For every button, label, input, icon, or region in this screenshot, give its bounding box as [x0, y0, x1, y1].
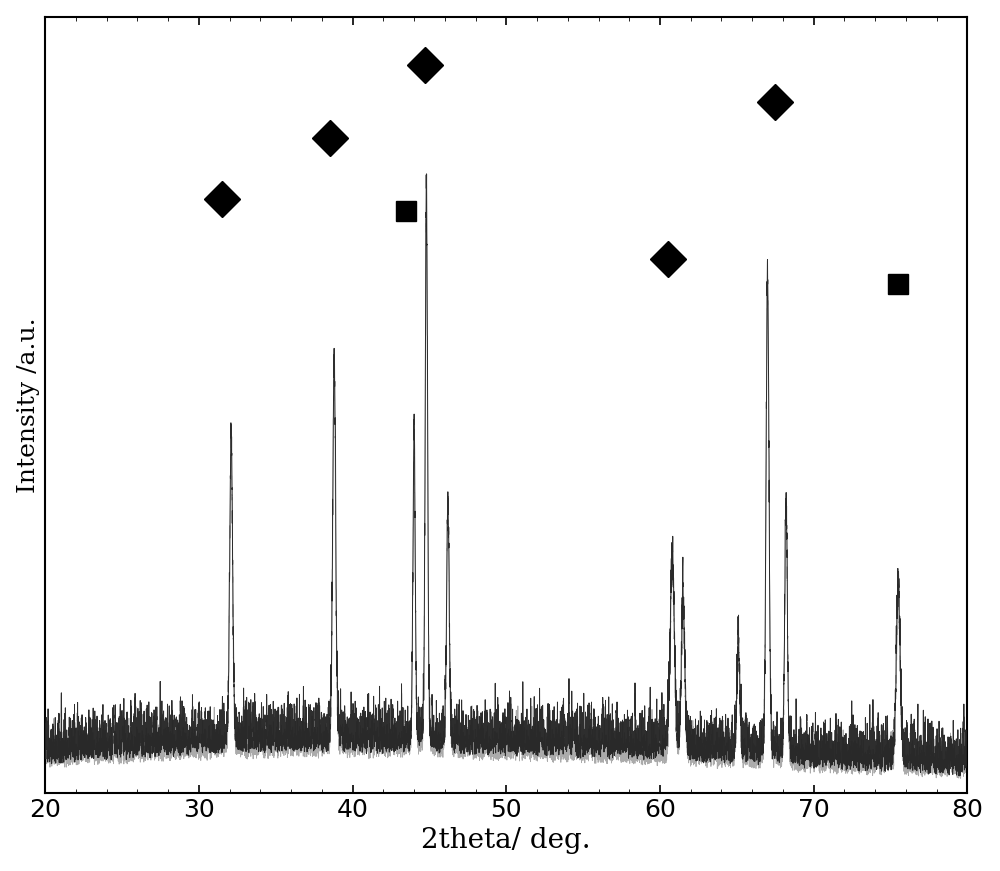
- X-axis label: 2theta/ deg.: 2theta/ deg.: [421, 827, 591, 854]
- Y-axis label: Intensity /a.u.: Intensity /a.u.: [17, 317, 40, 493]
